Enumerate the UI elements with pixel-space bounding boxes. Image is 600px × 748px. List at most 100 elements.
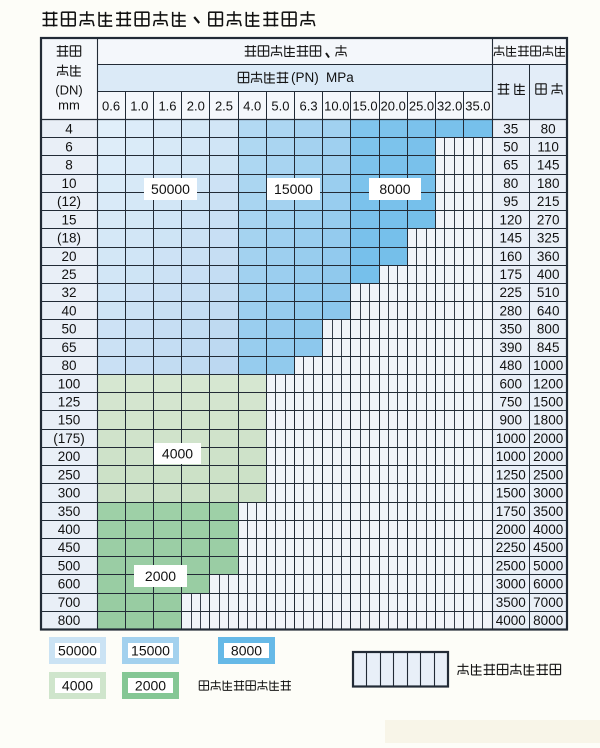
- svg-text:250: 250: [58, 467, 81, 482]
- svg-text:65: 65: [61, 340, 76, 355]
- svg-text:4000: 4000: [533, 522, 563, 537]
- svg-text:600: 600: [58, 577, 81, 592]
- svg-text:360: 360: [537, 249, 560, 264]
- svg-text:1.6: 1.6: [158, 98, 176, 113]
- svg-text:35.0: 35.0: [465, 98, 490, 113]
- svg-text:4000: 4000: [62, 677, 93, 693]
- svg-text:2000: 2000: [135, 677, 166, 693]
- svg-text:8: 8: [65, 158, 73, 173]
- svg-text:1250: 1250: [496, 467, 526, 482]
- svg-text:510: 510: [537, 285, 560, 300]
- svg-text:200: 200: [58, 449, 81, 464]
- svg-text:700: 700: [58, 595, 81, 610]
- svg-text:4: 4: [65, 121, 73, 136]
- svg-text:MPa: MPa: [326, 70, 354, 85]
- svg-text:80: 80: [503, 176, 518, 191]
- svg-text:400: 400: [537, 267, 560, 282]
- svg-text:8000: 8000: [379, 181, 410, 197]
- svg-text:80: 80: [61, 358, 76, 373]
- svg-text:845: 845: [537, 340, 560, 355]
- svg-text:4000: 4000: [162, 445, 193, 461]
- svg-text:350: 350: [500, 322, 523, 337]
- svg-text:300: 300: [58, 486, 81, 501]
- svg-text:6: 6: [65, 140, 73, 155]
- svg-text:280: 280: [500, 303, 523, 318]
- svg-text:2250: 2250: [496, 540, 526, 555]
- svg-text:2000: 2000: [496, 522, 526, 537]
- svg-text:120: 120: [500, 212, 523, 227]
- svg-text:50: 50: [61, 322, 76, 337]
- svg-text:mm: mm: [58, 98, 80, 113]
- svg-text:6.3: 6.3: [300, 98, 318, 113]
- svg-text:390: 390: [500, 340, 523, 355]
- svg-text:15: 15: [61, 212, 76, 227]
- svg-text:4000: 4000: [496, 613, 526, 628]
- svg-text:1750: 1750: [496, 504, 526, 519]
- svg-text:8000: 8000: [231, 642, 262, 658]
- svg-text:600: 600: [500, 376, 523, 391]
- svg-text:4.0: 4.0: [243, 98, 261, 113]
- svg-text:500: 500: [58, 559, 81, 574]
- svg-text:110: 110: [537, 140, 559, 155]
- svg-text:750: 750: [500, 395, 523, 410]
- svg-text:150: 150: [58, 413, 81, 428]
- svg-text:6000: 6000: [533, 577, 563, 592]
- svg-text:(12): (12): [57, 194, 81, 209]
- svg-text:1800: 1800: [533, 413, 563, 428]
- svg-text:10: 10: [61, 176, 76, 191]
- svg-text:5.0: 5.0: [271, 98, 289, 113]
- svg-text:95: 95: [503, 194, 518, 209]
- svg-text:10.0: 10.0: [324, 98, 349, 113]
- svg-text:160: 160: [500, 249, 523, 264]
- svg-text:2.5: 2.5: [215, 98, 233, 113]
- svg-text:0.6: 0.6: [102, 98, 120, 113]
- svg-text:325: 325: [537, 231, 560, 246]
- svg-text:15000: 15000: [274, 181, 313, 197]
- svg-text:32: 32: [61, 285, 76, 300]
- svg-text:(DN): (DN): [55, 83, 82, 98]
- svg-text:2000: 2000: [533, 449, 563, 464]
- svg-text:65: 65: [503, 158, 518, 173]
- svg-text:180: 180: [537, 176, 560, 191]
- svg-text:25: 25: [61, 267, 76, 282]
- svg-text:3000: 3000: [533, 486, 563, 501]
- svg-text:15.0: 15.0: [352, 98, 377, 113]
- svg-text:80: 80: [541, 121, 556, 136]
- svg-text:15000: 15000: [131, 642, 170, 658]
- svg-text:25.0: 25.0: [409, 98, 434, 113]
- svg-text:145: 145: [537, 158, 560, 173]
- svg-text:5000: 5000: [533, 559, 563, 574]
- svg-text:1000: 1000: [496, 449, 526, 464]
- svg-text:2500: 2500: [496, 559, 526, 574]
- svg-text:3000: 3000: [496, 577, 526, 592]
- svg-text:2500: 2500: [533, 467, 563, 482]
- svg-text:40: 40: [61, 303, 76, 318]
- svg-text:1500: 1500: [533, 395, 563, 410]
- svg-text:(18): (18): [57, 231, 81, 246]
- svg-text:100: 100: [58, 376, 81, 391]
- svg-text:225: 225: [500, 285, 523, 300]
- svg-text:2000: 2000: [145, 568, 176, 584]
- svg-text:20.0: 20.0: [381, 98, 406, 113]
- svg-text:800: 800: [58, 613, 81, 628]
- svg-text:145: 145: [500, 231, 523, 246]
- svg-text:125: 125: [58, 395, 81, 410]
- svg-text:350: 350: [58, 504, 81, 519]
- svg-text:4500: 4500: [533, 540, 563, 555]
- svg-text:640: 640: [537, 303, 560, 318]
- svg-text:1500: 1500: [496, 486, 526, 501]
- svg-text:215: 215: [537, 194, 560, 209]
- svg-text:800: 800: [537, 322, 560, 337]
- svg-text:50000: 50000: [151, 181, 190, 197]
- svg-text:(PN): (PN): [291, 70, 319, 85]
- svg-text:3500: 3500: [496, 595, 526, 610]
- svg-text:450: 450: [58, 540, 81, 555]
- svg-text:1.0: 1.0: [130, 98, 148, 113]
- svg-text:(175): (175): [53, 431, 85, 446]
- svg-text:20: 20: [61, 249, 76, 264]
- svg-text:35: 35: [503, 121, 518, 136]
- svg-text:2000: 2000: [533, 431, 563, 446]
- svg-text:50000: 50000: [58, 642, 97, 658]
- svg-text:50: 50: [503, 140, 518, 155]
- svg-text:32.0: 32.0: [437, 98, 462, 113]
